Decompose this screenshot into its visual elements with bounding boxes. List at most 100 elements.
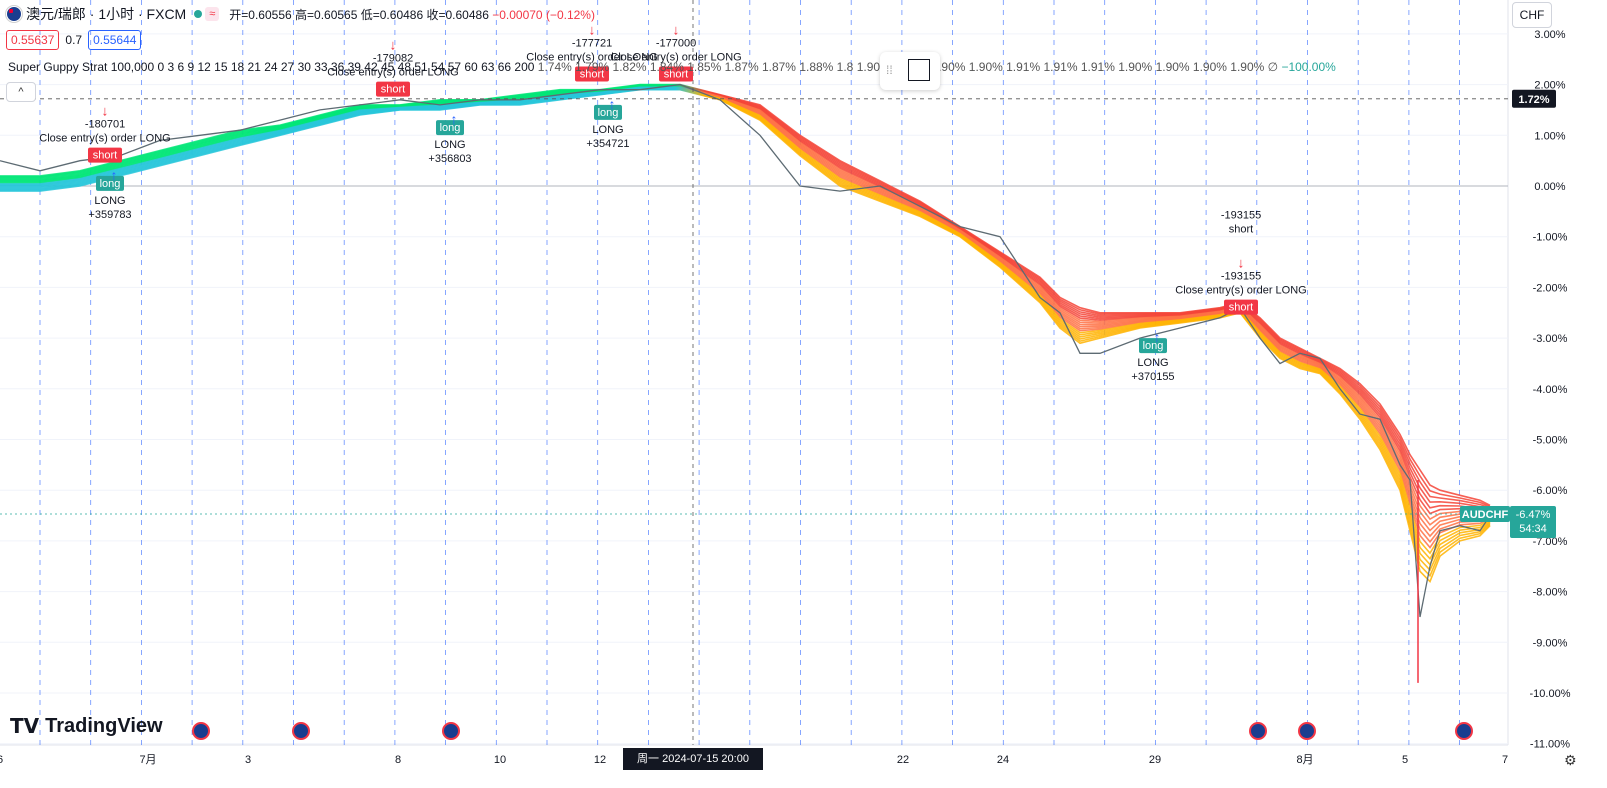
y-tick-label: -8.00% [1533,587,1568,599]
indicator-legend[interactable]: Super Guppy Strat 100,000 0 3 6 9 12 15 … [8,60,1336,74]
high-value: 高=0.60565 [295,7,358,22]
signal-pnl: -180701 [85,119,125,131]
short-signal-label: short [381,84,405,96]
last-price-value: -6.47% [1516,509,1551,521]
y-tick-label: -2.00% [1533,282,1568,294]
floating-toolbar[interactable]: ⁞⁞ [880,52,940,90]
y-tick-label: 2.00% [1534,80,1565,92]
long-arrow-icon: ↑ [451,111,458,127]
symbol-title[interactable]: 澳元/瑞郎 · 1小时 · FXCM [26,6,187,22]
crosshair-tool-icon[interactable] [908,59,930,81]
y-tick-label: -9.00% [1533,637,1568,649]
y-tick-label: -10.00% [1530,688,1571,700]
short-signal-label: short [664,68,688,80]
guppy-band [0,85,1491,521]
ohlc-readout: 开=0.60556 高=0.60565 低=0.60486 收=0.60486 … [229,6,600,23]
signal-pnl: -177000 [656,37,696,49]
x-tick-label: 10 [494,754,506,766]
crosshair-price-label-bg [1512,89,1556,108]
indicator-name[interactable]: Super Guppy Strat [8,60,108,74]
signal-pnl: -193155 [1221,271,1261,283]
x-tick-label: 7月 [139,754,156,766]
crosshair-price-label: 1.72% [1518,94,1549,106]
short-signal-badge [575,66,609,82]
economic-event-icon[interactable] [1249,722,1267,740]
symbol-tag-bg [1460,506,1510,523]
spread-value: 0.7 [65,33,83,47]
crosshair-time-label: 周一 2024-07-15 20:00 [623,748,763,770]
price-axis [1508,0,1607,788]
long-signal-label: long [100,178,121,190]
short-arrow-icon: ↓ [673,21,680,37]
tradingview-logo[interactable]: 𝗧𝗩 TradingView [10,714,163,739]
economic-event-icon[interactable] [292,722,310,740]
guppy-band [0,86,1491,538]
signal-note: Close entry(s) order LONG [39,133,170,145]
countdown-value: 54:34 [1519,523,1547,535]
change-value: −0.00070 (−0.12%) [492,7,595,22]
signal-side-text: LONG [94,195,125,207]
last-price-badge [1510,506,1556,539]
x-tick-label: 6 [0,754,3,766]
gear-icon[interactable]: ⚙ [1564,752,1577,768]
signal-pnl: -177721 [572,37,612,49]
long-signal-label: long [598,107,619,119]
signal-side-text: LONG [1137,357,1168,369]
short-signal-label: short [580,68,604,80]
long-arrow-icon: ↑ [609,96,616,112]
open-value: 开=0.60556 [229,7,292,22]
economic-event-icon[interactable] [1455,722,1473,740]
drag-grip-icon[interactable]: ⁞⁞ [886,63,893,77]
logo-text: TradingView [45,715,163,737]
delay-badge: ≈ [205,7,220,21]
economic-event-icon[interactable] [442,722,460,740]
currency-button[interactable]: CHF [1512,2,1552,28]
x-tick-label: 12 [594,754,606,766]
y-tick-label: 0.00% [1534,181,1565,193]
x-tick-label: 8 [395,754,401,766]
y-tick-label: -6.00% [1533,485,1568,497]
y-tick-label: -3.00% [1533,333,1568,345]
signal-pnl: +359783 [88,209,131,221]
sell-button[interactable]: 0.55637 [6,30,60,50]
guppy-band [0,87,1491,549]
signal-pnl: +370155 [1131,371,1174,383]
signal-extra-label: short [1229,224,1253,236]
bid-ask-panel: 0.55637 0.7 0.55644 [6,30,142,50]
y-tick-label: -5.00% [1533,435,1568,447]
market-status[interactable]: ≈ [194,7,220,21]
y-tick-label: 3.00% [1534,29,1565,41]
x-tick-label: 8月 [1296,754,1313,766]
guppy-band [0,88,1491,583]
indicator-last-value: −100.00% [1281,60,1336,74]
long-signal-label: long [440,122,461,134]
tradingview-mark-icon: 𝗧𝗩 [10,716,40,738]
short-signal-label: short [93,150,117,162]
signal-side-text: LONG [434,139,465,151]
signal-note: Close entry(s) order LONG [526,51,657,63]
signal-note: Close entry(s) order LONG [1175,285,1306,297]
australia-flag-icon [6,6,22,22]
long-signal-badge [594,104,622,120]
economic-event-icon[interactable] [192,722,210,740]
signal-pnl: +356803 [428,153,471,165]
economic-event-icon[interactable] [1298,722,1316,740]
y-tick-label: -1.00% [1533,232,1568,244]
long-signal-badge [96,175,124,191]
long-signal-badge [1139,338,1167,354]
guppy-band [0,86,1491,544]
x-tick-label: 22 [897,754,909,766]
buy-button[interactable]: 0.55644 [88,30,142,50]
short-signal-badge [88,147,122,163]
y-tick-label: -4.00% [1533,384,1568,396]
y-tick-label: -7.00% [1533,536,1568,548]
long-arrow-icon: ↑ [111,167,118,183]
collapse-legend-button[interactable]: ^ [6,82,36,102]
short-signal-badge [376,81,410,97]
guppy-band [0,87,1491,555]
signal-side-text: LONG [592,124,623,136]
x-tick-label: 5 [1402,754,1408,766]
guppy-band [0,86,1491,532]
short-signal-badge [659,66,693,82]
